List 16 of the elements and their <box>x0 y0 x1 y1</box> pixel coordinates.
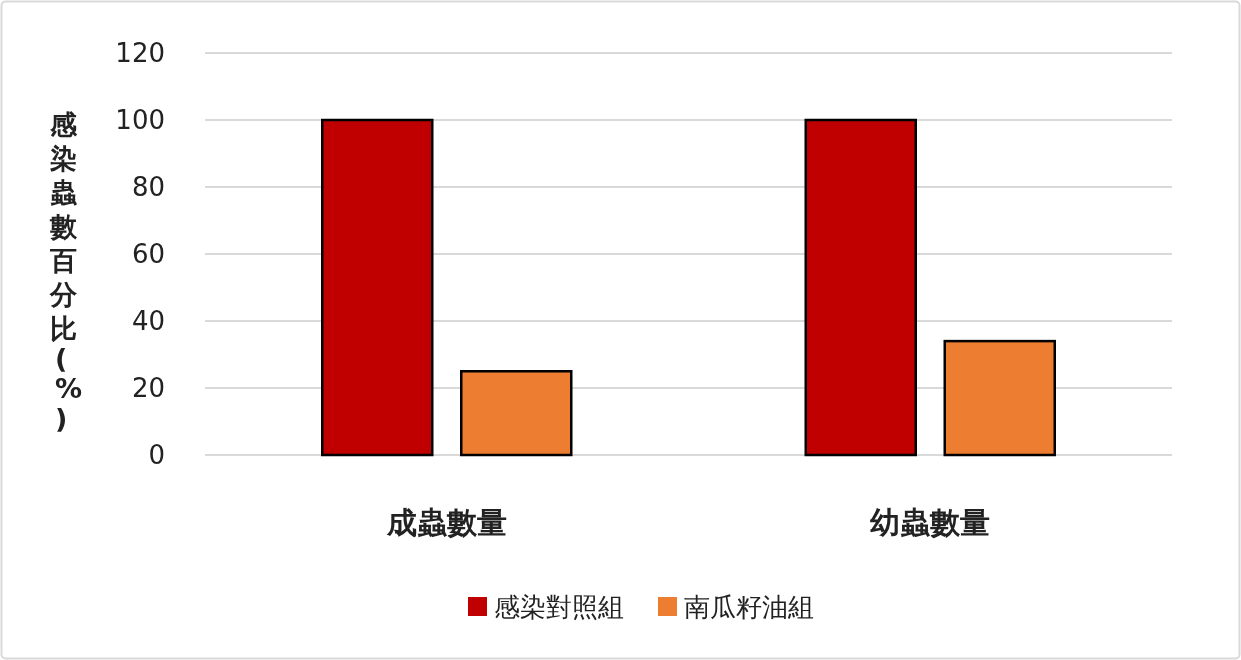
y-tick-label: 120 <box>115 38 165 68</box>
y-tick-label: 40 <box>131 306 165 336</box>
text: 感染蟲數百分比(%) <box>50 109 83 434</box>
x-tick-label: 幼蟲數量 <box>870 505 991 540</box>
y-tick-label: 100 <box>115 105 165 135</box>
legend-label: 感染對照組 <box>494 592 624 622</box>
y-tick-label: 60 <box>131 239 165 269</box>
legend-label: 南瓜籽油組 <box>684 592 814 622</box>
x-tick-label: 成蟲數量 <box>385 505 507 540</box>
bar <box>321 118 434 457</box>
bar <box>943 339 1056 457</box>
y-tick-label: 80 <box>131 172 165 202</box>
y-tick-label: 20 <box>131 373 165 403</box>
y-tick-label: 0 <box>148 440 165 470</box>
bar <box>460 370 573 457</box>
bar <box>804 118 917 457</box>
